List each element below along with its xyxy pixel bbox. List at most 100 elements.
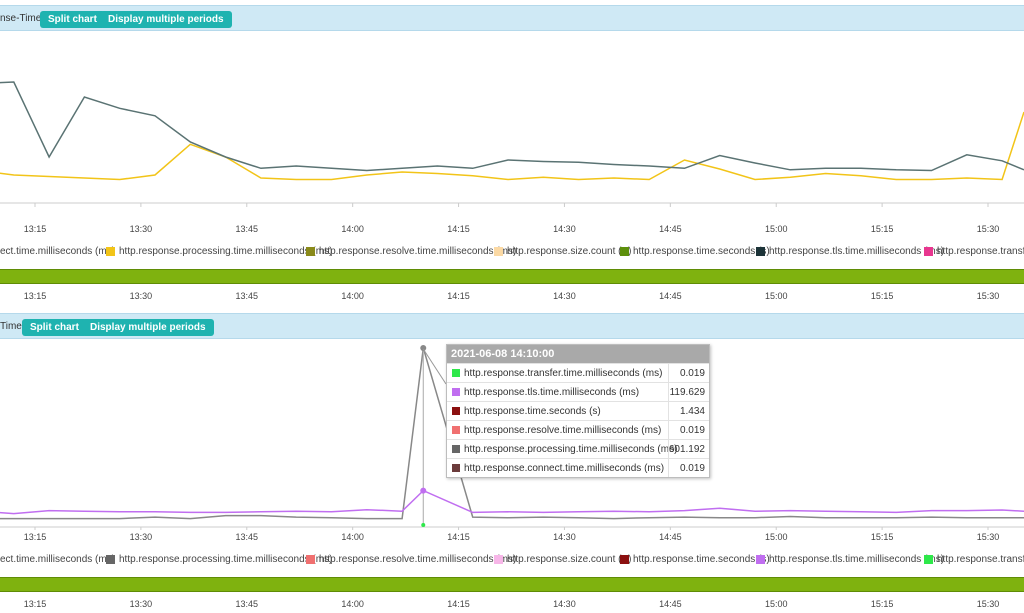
tick-label: 14:00 [341, 291, 364, 301]
legend-swatch [106, 555, 115, 564]
legend-item[interactable]: http.response.size.count (B) [494, 554, 632, 565]
tick-label: 13:30 [129, 224, 153, 234]
tooltip-series-name: http.response.tls.time.milliseconds (ms) [464, 387, 640, 398]
tick-label: 15:15 [870, 599, 894, 609]
legend-item[interactable]: http.response.time.seconds (s) [620, 246, 770, 257]
display-multiple-periods-button[interactable]: Display multiple periods [82, 319, 214, 336]
legend-label: http.response.size.count (B) [507, 246, 632, 257]
tooltip-series-name: http.response.transfer.time.milliseconds… [464, 368, 663, 379]
legend-item[interactable]: ect.time.milliseconds (ms) [0, 554, 115, 565]
legend-swatch [494, 247, 503, 256]
chart-header-1: nse-Time Split chart Display multiple pe… [0, 5, 1024, 31]
tick-label: 15:15 [870, 224, 894, 234]
tooltip-divider [668, 402, 669, 420]
legend-item[interactable]: ect.time.milliseconds (ms) [0, 246, 115, 257]
tooltip-series-name: http.response.resolve.time.milliseconds … [464, 425, 662, 436]
legend-item[interactable]: http.response.tls.time.milliseconds (ms) [756, 554, 944, 565]
chart-title: Time [0, 321, 22, 332]
tooltip-swatch [452, 426, 460, 434]
tooltip-series-name: http.response.connect.time.milliseconds … [464, 463, 665, 474]
tick-label: 15:00 [764, 224, 788, 234]
legend-label: http.response.processing.time.millisecon… [119, 554, 333, 565]
data-tooltip: 2021-06-08 14:10:00 http.response.transf… [446, 344, 710, 478]
tick-label: 14:00 [341, 532, 364, 542]
legend-item[interactable]: http.response.processing.time.millisecon… [106, 554, 332, 565]
legend-swatch [620, 555, 629, 564]
tick-label: 14:15 [447, 291, 470, 301]
tooltip-divider [668, 440, 669, 458]
tick-label: 15:00 [764, 532, 788, 542]
tick-label: 13:45 [235, 224, 259, 234]
tick-label: 14:45 [659, 532, 682, 542]
legend-label: http.response.resolve.time.milliseconds … [319, 246, 517, 257]
tick-label: 14:30 [553, 291, 576, 301]
tick-label: 14:45 [659, 291, 682, 301]
legend-swatch [924, 247, 933, 256]
legend-swatch [756, 555, 765, 564]
display-multiple-periods-button[interactable]: Display multiple periods [100, 11, 232, 28]
legend-item[interactable]: http.response.resolve.time.milliseconds … [306, 554, 516, 565]
chart-plot-1[interactable] [0, 32, 1024, 222]
tooltip-date: 2021-06-08 14:10:00 [447, 345, 709, 363]
tick-label: 15:15 [870, 291, 894, 301]
legend-label: http.response.time.seconds (s) [633, 246, 770, 257]
tick-label: 13:15 [23, 532, 47, 542]
legend-item[interactable]: http.response.processing.time.millisecon… [106, 246, 332, 257]
hover-marker [421, 523, 426, 527]
legend-label: http.response.tls.time.milliseconds (ms) [769, 246, 945, 257]
tick-label: 14:00 [341, 224, 364, 234]
tooltip-divider [668, 421, 669, 439]
tooltip-row: http.response.resolve.time.milliseconds … [447, 420, 709, 439]
tooltip-row: http.response.processing.time.millisecon… [447, 439, 709, 458]
chart-header-2: Time Split chart Display multiple period… [0, 313, 1024, 339]
tooltip-series-name: http.response.time.seconds (s) [464, 406, 601, 417]
tick-label: 14:30 [553, 224, 576, 234]
navigator-bar-2[interactable] [0, 577, 1024, 592]
split-chart-button[interactable]: Split chart [40, 11, 105, 28]
tooltip-row: http.response.transfer.time.milliseconds… [447, 363, 709, 382]
hover-marker [420, 345, 427, 351]
tick-label: 13:15 [23, 291, 47, 301]
legend-label: http.response.processing.time.millisecon… [119, 246, 333, 257]
series-line [0, 489, 1024, 515]
tick-label: 13:15 [23, 599, 47, 609]
navigator-bar-1[interactable] [0, 269, 1024, 284]
tooltip-swatch [452, 388, 460, 396]
tooltip-swatch [452, 369, 460, 377]
tick-label: 13:30 [129, 291, 153, 301]
legend-swatch [620, 247, 629, 256]
legend-swatch [306, 555, 315, 564]
tooltip-divider [668, 459, 669, 477]
chart-title: nse-Time [0, 13, 42, 24]
series-line [0, 111, 1024, 181]
legend-item[interactable]: http.response.resolve.time.milliseconds … [306, 246, 516, 257]
hover-marker [420, 487, 427, 494]
tooltip-series-name: http.response.processing.time.millisecon… [464, 444, 678, 455]
tick-label: 15:15 [870, 532, 894, 542]
series-line [0, 347, 1024, 520]
tick-label: 13:45 [235, 599, 259, 609]
tooltip-value: 0.019 [679, 368, 705, 379]
tooltip-swatch [452, 407, 460, 415]
legend-1: ect.time.milliseconds (ms) http.response.… [0, 246, 1024, 260]
tick-label: 13:30 [129, 599, 153, 609]
tick-label: 15:30 [976, 599, 1000, 609]
chart-plot-2[interactable] [0, 340, 1024, 530]
tick-label: 14:30 [553, 599, 576, 609]
legend-item[interactable]: http.response.tls.time.milliseconds (ms) [756, 246, 944, 257]
tick-label: 14:30 [553, 532, 576, 542]
legend-label: http.response.transfer.ti [937, 246, 1024, 257]
legend-item[interactable]: http.response.transfer.ti [924, 554, 1024, 565]
legend-item[interactable]: http.response.transfer.ti [924, 246, 1024, 257]
legend-item[interactable]: http.response.size.count (B) [494, 246, 632, 257]
legend-item[interactable]: http.response.time.seconds (s) [620, 554, 770, 565]
tick-label: 15:00 [764, 291, 788, 301]
legend-label: http.response.size.count (B) [507, 554, 632, 565]
split-chart-button[interactable]: Split chart [22, 319, 87, 336]
tooltip-row: http.response.connect.time.milliseconds … [447, 458, 709, 477]
tick-label: 14:45 [659, 599, 682, 609]
tooltip-swatch [452, 464, 460, 472]
legend-swatch [756, 247, 765, 256]
tick-label: 14:00 [341, 599, 364, 609]
legend-label: ect.time.milliseconds (ms) [0, 246, 116, 257]
